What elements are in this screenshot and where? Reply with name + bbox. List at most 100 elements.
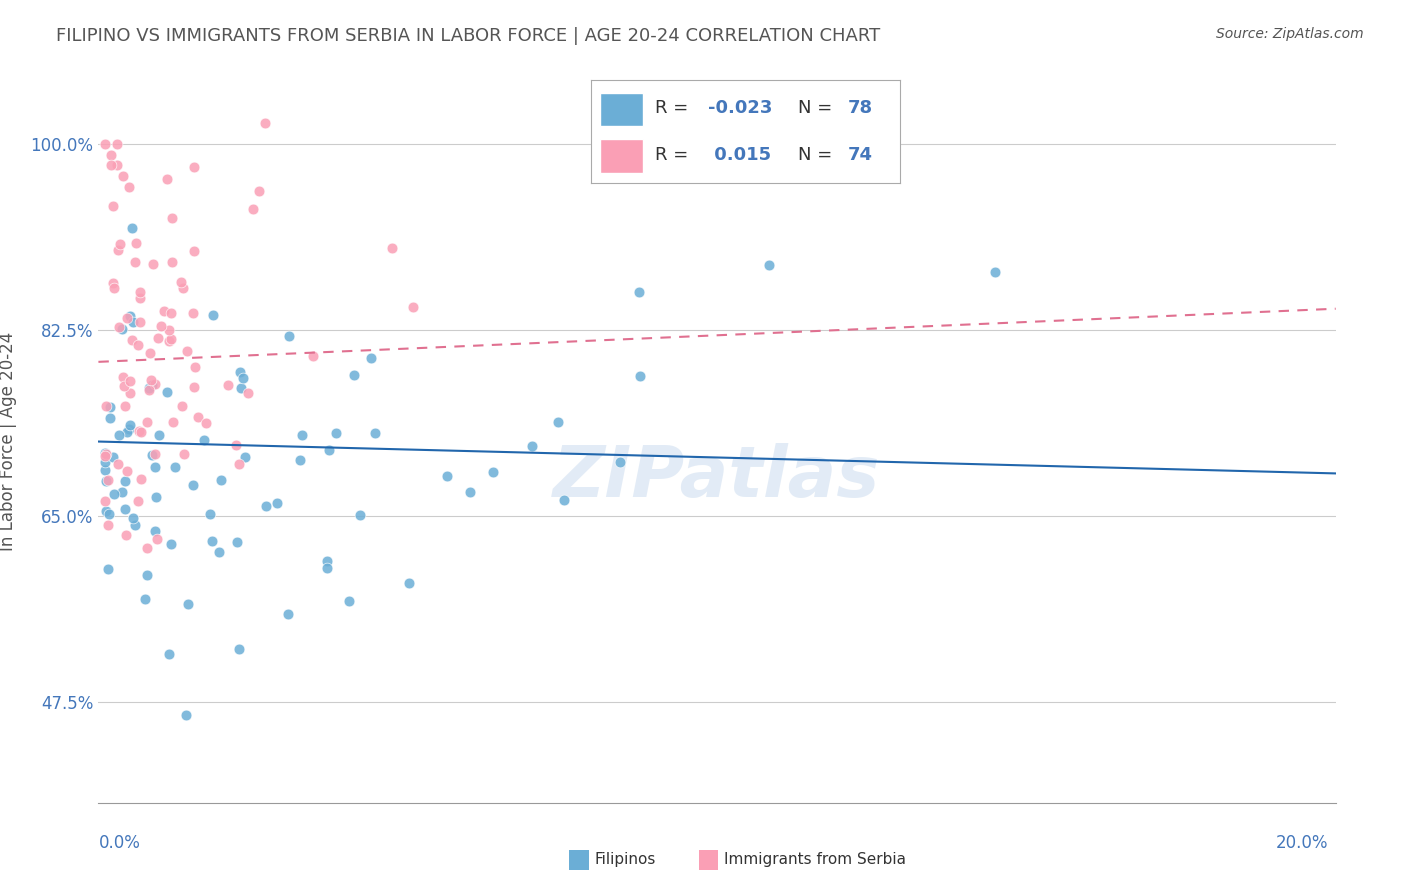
Point xyxy=(253,116,276,130)
Point xyxy=(108,237,131,252)
Point xyxy=(128,424,150,438)
Point xyxy=(184,359,207,374)
Point xyxy=(316,554,339,568)
Point xyxy=(124,518,146,533)
Point xyxy=(458,484,481,499)
Point xyxy=(98,410,121,425)
Point xyxy=(758,258,780,272)
Point xyxy=(115,310,138,325)
Point xyxy=(481,465,503,479)
Point xyxy=(291,427,314,442)
Point xyxy=(360,351,382,366)
Point xyxy=(94,447,117,461)
Text: 0.0%: 0.0% xyxy=(98,834,141,852)
Point xyxy=(138,383,160,397)
Point xyxy=(627,285,650,299)
Point xyxy=(93,494,115,508)
Point xyxy=(609,455,631,469)
Point xyxy=(145,490,167,504)
Text: 78: 78 xyxy=(848,99,872,117)
Point xyxy=(101,450,124,465)
Point xyxy=(247,184,270,198)
Point xyxy=(290,452,312,467)
Point xyxy=(96,517,118,532)
Point xyxy=(163,460,186,475)
Text: 0.015: 0.015 xyxy=(709,146,770,164)
Point xyxy=(228,641,250,656)
Point xyxy=(136,541,159,555)
Point xyxy=(122,315,145,329)
Point xyxy=(94,504,117,518)
Point xyxy=(160,211,183,226)
Point xyxy=(522,439,544,453)
Point xyxy=(266,496,288,510)
Point xyxy=(124,255,146,269)
Point xyxy=(228,457,250,471)
Point xyxy=(236,386,259,401)
Point xyxy=(97,473,120,487)
Point xyxy=(129,425,152,439)
Point xyxy=(202,308,225,322)
Text: 74: 74 xyxy=(848,146,872,164)
Text: Filipinos: Filipinos xyxy=(595,853,657,867)
Point xyxy=(93,136,115,151)
Point xyxy=(208,545,231,559)
Point xyxy=(143,524,166,538)
Text: 20.0%: 20.0% xyxy=(1277,834,1329,852)
Point xyxy=(93,455,115,469)
FancyBboxPatch shape xyxy=(600,93,643,127)
Point xyxy=(108,320,131,334)
Point xyxy=(118,417,141,432)
Point xyxy=(150,319,173,334)
Point xyxy=(232,370,254,384)
Point xyxy=(103,199,125,213)
Point xyxy=(114,474,136,488)
Point xyxy=(194,417,217,431)
Point xyxy=(125,235,148,250)
Point xyxy=(201,534,224,549)
Point xyxy=(146,532,169,546)
Point xyxy=(217,377,239,392)
Text: R =: R = xyxy=(655,99,695,117)
Point xyxy=(153,303,176,318)
Point xyxy=(364,425,387,440)
Point xyxy=(177,597,200,611)
Point xyxy=(118,310,141,324)
Point xyxy=(343,368,366,382)
Y-axis label: In Labor Force | Age 20-24: In Labor Force | Age 20-24 xyxy=(0,332,17,551)
Point xyxy=(134,591,156,606)
Point xyxy=(318,443,340,458)
Point xyxy=(225,438,247,452)
Point xyxy=(169,275,191,289)
Text: ZIPatlas: ZIPatlas xyxy=(554,443,880,512)
Point xyxy=(93,446,115,460)
Point xyxy=(111,484,134,499)
Point xyxy=(121,333,143,347)
Point xyxy=(107,243,129,257)
Point xyxy=(157,323,180,337)
Point xyxy=(242,202,264,216)
Point xyxy=(97,562,120,576)
Point xyxy=(129,315,152,329)
Point xyxy=(148,428,170,442)
Point xyxy=(162,415,184,429)
Point xyxy=(143,460,166,475)
Point xyxy=(402,300,425,314)
Point xyxy=(141,448,163,462)
Point xyxy=(187,410,209,425)
Point xyxy=(209,473,232,487)
Point xyxy=(128,285,150,299)
FancyBboxPatch shape xyxy=(600,139,643,173)
Point xyxy=(103,280,125,294)
Text: N =: N = xyxy=(797,99,838,117)
Point xyxy=(229,380,252,394)
Point xyxy=(139,345,162,359)
Point xyxy=(127,494,149,508)
Point xyxy=(121,510,143,524)
Point xyxy=(100,158,122,172)
Point xyxy=(136,568,159,582)
Point xyxy=(381,241,404,255)
Point xyxy=(174,707,197,722)
Point xyxy=(103,487,125,501)
Point xyxy=(142,257,165,271)
